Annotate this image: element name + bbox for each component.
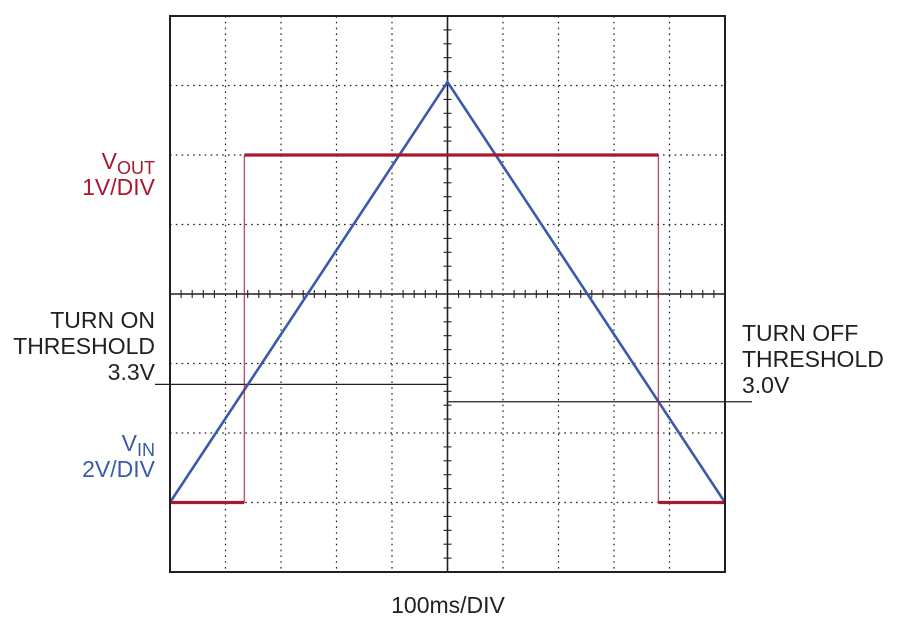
vout-name-main: V [101, 148, 117, 174]
trace-layer [168, 79, 727, 505]
vin-name-sub: IN [137, 440, 155, 460]
turn-off-line-1: TURN OFF [742, 320, 859, 346]
turn-on-line-3: 3.3V [107, 359, 155, 385]
vin-name-main: V [121, 430, 137, 456]
grid-layer [170, 16, 725, 572]
vout-name: VOUT [40, 148, 155, 177]
turn-off-threshold-label: TURN OFF THRESHOLD 3.0V [742, 320, 900, 398]
turn-on-line-1: TURN ON [50, 307, 155, 333]
vin-label: VIN 2V/DIV [40, 430, 155, 482]
x-axis-label: 100ms/DIV [391, 592, 505, 618]
vin-scale: 2V/DIV [82, 456, 155, 482]
turn-off-line-3: 3.0V [742, 372, 790, 398]
turn-on-line-2: THRESHOLD [13, 333, 155, 359]
vout-name-sub: OUT [117, 158, 155, 178]
turn-on-threshold-label: TURN ON THRESHOLD 3.3V [0, 307, 155, 385]
vout-scale: 1V/DIV [82, 174, 155, 200]
vin-name: VIN [40, 430, 155, 459]
plot-frame [169, 15, 726, 573]
threshold-layer [155, 383, 752, 403]
turn-off-line-2: THRESHOLD [742, 346, 884, 372]
vout-label: VOUT 1V/DIV [40, 148, 155, 200]
vin-trace [168, 79, 727, 504]
